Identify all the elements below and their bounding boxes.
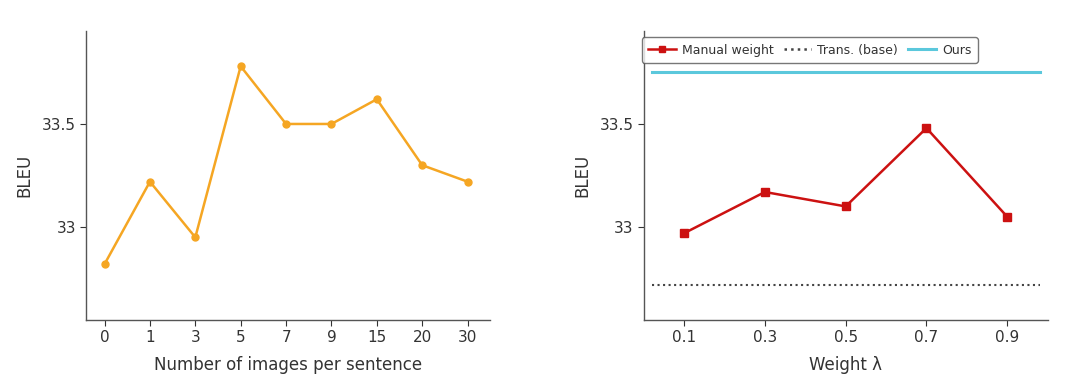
X-axis label: Weight λ: Weight λ	[809, 356, 882, 374]
Y-axis label: BLEU: BLEU	[15, 154, 33, 197]
Y-axis label: BLEU: BLEU	[573, 154, 591, 197]
Legend: Manual weight, Trans. (base), Ours: Manual weight, Trans. (base), Ours	[642, 37, 977, 63]
X-axis label: Number of images per sentence: Number of images per sentence	[154, 356, 422, 374]
